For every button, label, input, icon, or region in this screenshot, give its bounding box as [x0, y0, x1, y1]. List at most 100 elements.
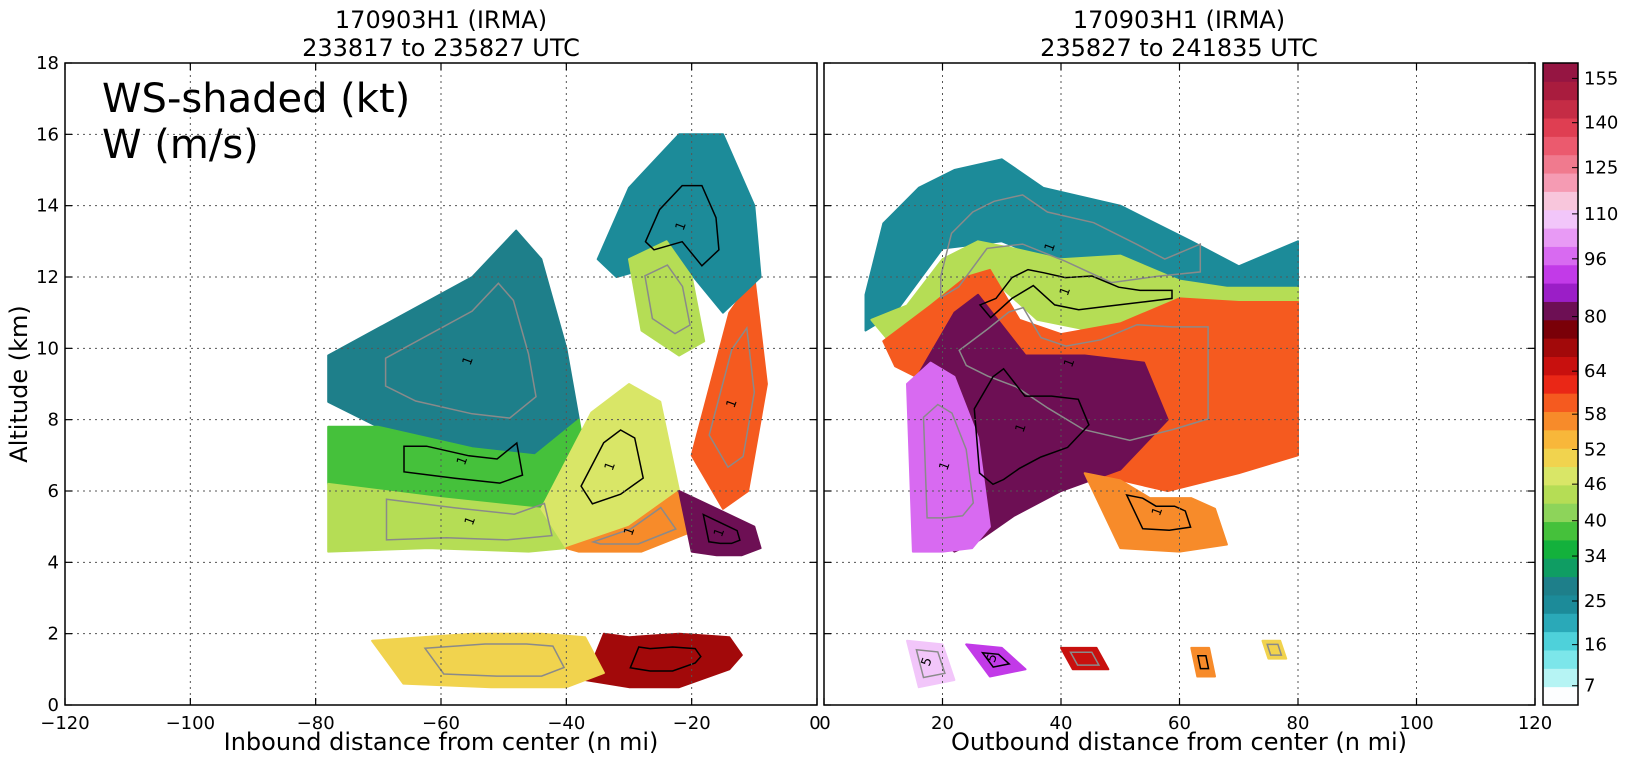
w-contour-gray-left-2	[385, 498, 553, 541]
y-tick-label-3: 6	[48, 481, 59, 502]
ws-region-left-6	[690, 276, 768, 510]
colorbar-swatch-9	[1543, 521, 1578, 541]
colorbar-swatch-26	[1543, 209, 1578, 229]
colorbar-swatch-3	[1543, 631, 1578, 651]
left-grid	[65, 63, 817, 705]
colorbar-swatch-24	[1543, 246, 1578, 266]
colorbar-swatch-17	[1543, 374, 1578, 394]
y-tick-label-2: 4	[48, 552, 59, 573]
colorbar-tick-label-2: 25	[1584, 591, 1607, 612]
x-tick-label-right-6: 120	[1518, 713, 1552, 734]
colorbar-swatch-10	[1543, 503, 1578, 523]
colorbar-tick-label-13: 140	[1584, 113, 1618, 134]
w-contour-black-left-9	[629, 646, 702, 672]
x-tick-label-right-4: 80	[1287, 713, 1310, 734]
w-contour-gray-left-4	[590, 506, 677, 545]
w-contour-black-left-1	[403, 441, 524, 484]
y-tick-label-7: 14	[36, 196, 59, 217]
x-tick-label-left-4: −40	[547, 713, 585, 734]
left-title-line2: 233817 to 235827 UTC	[302, 34, 580, 62]
x-tick-label-left-1: −100	[166, 713, 215, 734]
w-contour-black-left-7	[644, 184, 720, 267]
ws-region-left-0	[327, 229, 580, 457]
legend-annotation-w: W (m/s)	[102, 122, 259, 168]
w-contour-gray-left-8	[644, 264, 691, 335]
colorbar-swatch-12	[1543, 466, 1578, 486]
w-contour-gray-right-8	[1069, 651, 1101, 666]
ws-region-right-5	[1083, 472, 1228, 553]
colorbar-swatch-29	[1543, 154, 1578, 174]
colorbar-swatch-30	[1543, 136, 1578, 156]
colorbar-frame	[1542, 62, 1579, 706]
colorbar-swatch-1	[1543, 668, 1578, 688]
y-axis-label: Altitude (km)	[5, 305, 33, 462]
w-contour-gray-left-0	[384, 282, 537, 419]
colorbar-swatch-0	[1543, 686, 1578, 706]
y-tick-label-8: 16	[36, 124, 59, 145]
colorbar-tick-label-11: 110	[1584, 204, 1618, 225]
colorbar-swatch-4	[1543, 613, 1578, 633]
y-tick-label-0: 0	[48, 695, 59, 716]
colorbar-swatch-32	[1543, 99, 1578, 119]
colorbar-swatch-15	[1543, 411, 1578, 431]
left-x-axis-label: Inbound distance from center (n mi)	[224, 728, 659, 756]
colorbar-swatch-20	[1543, 319, 1578, 339]
w-contour-black-right-7	[980, 651, 1011, 668]
x-tick-label-left-6: 0	[809, 713, 820, 734]
ws-region-right-7	[965, 643, 1027, 678]
colorbar-tick-label-10: 96	[1584, 249, 1607, 270]
x-tick-label-right-0: 0	[819, 713, 830, 734]
colorbar-swatch-13	[1543, 448, 1578, 468]
right-tick-labels: 0 20 40 60 80 100 120	[819, 62, 1552, 734]
colorbar-swatch-34	[1543, 63, 1578, 82]
x-tick-label-right-2: 40	[1050, 713, 1073, 734]
outbound-panel: 170903H1 (IRMA) 235827 to 241835 UTC 111…	[819, 6, 1552, 756]
colorbar-tick-label-9: 80	[1584, 307, 1607, 328]
colorbar-swatch-31	[1543, 118, 1578, 137]
y-tick-label-9: 18	[36, 53, 59, 74]
x-tick-label-right-5: 100	[1399, 713, 1433, 734]
colorbar-swatch-19	[1543, 338, 1578, 357]
colorbar-swatch-8	[1543, 539, 1578, 559]
colorbar-swatch-33	[1543, 81, 1578, 101]
colorbar-swatch-16	[1543, 393, 1578, 413]
colorbar-swatch-2	[1543, 649, 1578, 669]
ws-region-right-8	[1060, 646, 1110, 671]
colorbar-tick-label-7: 58	[1584, 404, 1607, 425]
w-contour-gray-left-6	[708, 326, 756, 469]
ws-region-right-9	[1190, 646, 1216, 678]
w-contour-gray-right-0	[940, 194, 1202, 299]
ws-region-right-10	[1261, 639, 1288, 660]
left-title-line1: 170903H1 (IRMA)	[335, 6, 547, 34]
ws-region-left-10	[371, 632, 605, 689]
colorbar-tick-label-14: 155	[1584, 68, 1618, 89]
y-tick-label-1: 2	[48, 624, 59, 645]
right-title-line1: 170903H1 (IRMA)	[1073, 6, 1285, 34]
colorbar-tick-label-6: 52	[1584, 439, 1607, 460]
colorbar-tick-label-1: 16	[1584, 635, 1607, 656]
right-grid	[824, 63, 1535, 705]
y-tick-label-6: 12	[36, 267, 59, 288]
w-contour-gray-right-2	[958, 306, 1209, 442]
colorbar-swatch-21	[1543, 301, 1578, 321]
colorbar-swatch-14	[1543, 429, 1578, 449]
colorbar-swatch-27	[1543, 191, 1578, 211]
colorbar-tick-label-5: 46	[1584, 474, 1607, 495]
x-tick-label-left-0: −120	[40, 713, 89, 734]
colorbar-tick-label-0: 7	[1584, 676, 1595, 697]
ws-region-right-4	[906, 361, 991, 553]
colorbar-swatch-22	[1543, 283, 1578, 302]
x-tick-label-left-3: −60	[422, 713, 460, 734]
colorbar: 7 16 25 34 40 46 52 58 64 80 96 110 125 140 155	[1542, 62, 1618, 706]
colorbar-swatch-28	[1543, 173, 1578, 192]
ws-region-left-9	[584, 632, 743, 689]
x-tick-label-left-5: −20	[673, 713, 711, 734]
colorbar-swatch-6	[1543, 576, 1578, 596]
x-tick-label-left-2: −80	[297, 713, 335, 734]
w-contour-gray-right-10	[1266, 643, 1283, 656]
y-tick-label-5: 10	[36, 338, 59, 359]
colorbar-swatch-7	[1543, 558, 1578, 578]
colorbar-tick-label-4: 40	[1584, 511, 1607, 532]
